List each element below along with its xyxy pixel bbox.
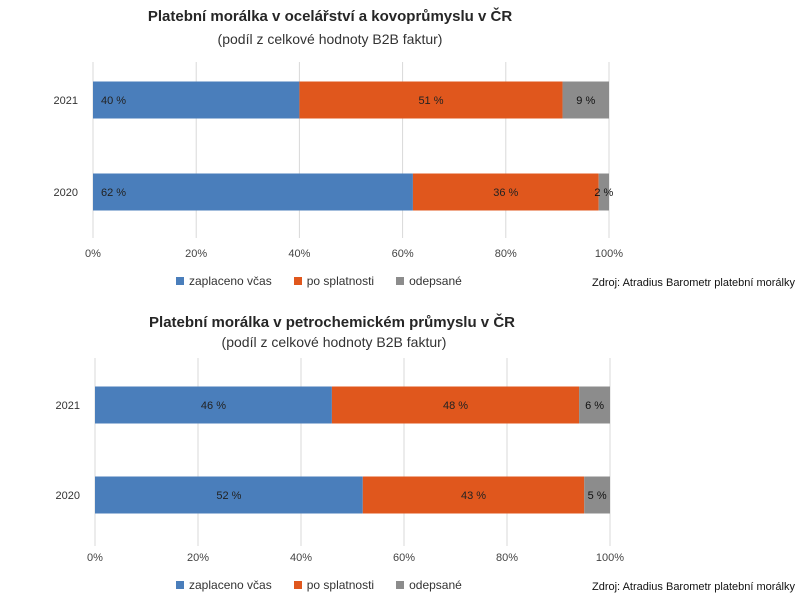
bar-segment xyxy=(579,386,610,424)
bar-segment xyxy=(331,386,580,424)
x-tick-label: 80% xyxy=(496,552,518,564)
legend-label: po splatnosti xyxy=(306,578,375,592)
bar-segment xyxy=(562,81,609,119)
bar-segment xyxy=(362,476,585,514)
x-tick-label: 100% xyxy=(595,248,623,260)
data-label: 51 % xyxy=(418,95,443,107)
y-category-label: 2020 xyxy=(54,187,78,199)
bar-segment xyxy=(412,173,599,211)
chart-petrochemical: Platební morálka v petrochemickém průmys… xyxy=(0,306,800,606)
data-label: 46 % xyxy=(201,400,226,412)
data-label: 2 % xyxy=(594,187,613,199)
legend-label: odepsané xyxy=(409,274,462,288)
legend-swatch-zaplaceno xyxy=(176,581,184,589)
data-label: 6 % xyxy=(585,400,604,412)
legend-swatch-odepsane xyxy=(396,277,405,285)
bar-segment xyxy=(584,476,610,514)
y-category-label: 2020 xyxy=(56,490,80,502)
legend-label: zaplaceno včas xyxy=(189,274,272,288)
y-category-label: 2021 xyxy=(54,95,78,107)
legend-swatch-po-splatnosti xyxy=(293,277,302,285)
source-note: Zdroj: Atradius Barometr platební morálk… xyxy=(592,581,795,593)
data-label: 36 % xyxy=(493,187,518,199)
legend-label: po splatnosti xyxy=(306,274,375,288)
x-tick-label: 0% xyxy=(87,552,103,564)
legend-swatch-zaplaceno xyxy=(176,277,184,285)
legend-label: odepsané xyxy=(409,578,462,592)
bar-segment xyxy=(299,81,563,119)
data-label: 43 % xyxy=(461,490,486,502)
source-note: Zdroj: Atradius Barometr platební morálk… xyxy=(592,277,795,289)
x-tick-label: 20% xyxy=(185,248,207,260)
chart-steel: Platební morálka v ocelářství a kovoprům… xyxy=(0,0,800,300)
legend-label: zaplaceno včas xyxy=(189,578,272,592)
plot-area: 0% 20% 40% 60% 80% 100% 2021 40 % 51 % 9 % 2020 62 … xyxy=(54,62,623,260)
data-label: 40 % xyxy=(101,95,126,107)
data-label: 52 % xyxy=(216,490,241,502)
data-label: 48 % xyxy=(443,400,468,412)
data-label: 9 % xyxy=(576,95,595,107)
chart-title: Platební morálka v ocelářství a kovoprům… xyxy=(147,8,513,25)
x-tick-label: 0% xyxy=(85,248,101,260)
bar-segment xyxy=(93,81,300,119)
chart-subtitle: (podíl z celkové hodnoty B2B faktur) xyxy=(217,31,443,47)
x-tick-label: 60% xyxy=(392,248,414,260)
data-label: 5 % xyxy=(588,490,607,502)
plot-area: 0% 20% 40% 60% 80% 100% 2021 46 % 48 % 6 % 2020 52 … xyxy=(56,358,624,564)
legend-swatch-po-splatnosti xyxy=(293,581,302,589)
legend-item-zaplaceno: zaplaceno včas xyxy=(176,578,272,592)
data-label: 62 % xyxy=(101,187,126,199)
bar-segment xyxy=(95,386,332,424)
x-tick-label: 20% xyxy=(187,552,209,564)
legend-item-zaplaceno: zaplaceno včas xyxy=(176,274,272,288)
chart-title: Platební morálka v petrochemickém průmys… xyxy=(149,314,515,331)
x-tick-label: 60% xyxy=(393,552,415,564)
legend-item-odepsane: odepsané xyxy=(396,578,462,592)
legend-item-odepsane: odepsané xyxy=(396,274,462,288)
bar-segment xyxy=(598,173,609,211)
bar-segment xyxy=(93,173,413,211)
x-tick-label: 40% xyxy=(288,248,310,260)
x-tick-label: 40% xyxy=(290,552,312,564)
x-tick-label: 80% xyxy=(495,248,517,260)
legend: zaplaceno včas po splatnosti odepsané xyxy=(176,578,484,592)
bar-segment xyxy=(95,476,363,514)
legend-item-po-splatnosti: po splatnosti xyxy=(293,274,375,288)
y-category-label: 2021 xyxy=(56,400,80,412)
legend-item-po-splatnosti: po splatnosti xyxy=(293,578,375,592)
legend-swatch-odepsane xyxy=(396,581,405,589)
x-tick-label: 100% xyxy=(596,552,624,564)
legend: zaplaceno včas po splatnosti odepsané xyxy=(176,274,484,288)
chart-subtitle: (podíl z celkové hodnoty B2B faktur) xyxy=(221,334,447,350)
